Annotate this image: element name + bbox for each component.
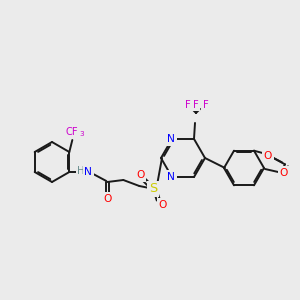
Text: O: O (136, 170, 145, 180)
Text: O: O (264, 151, 272, 161)
Text: O: O (158, 200, 166, 210)
Text: F: F (185, 100, 191, 110)
Text: O: O (280, 168, 288, 178)
Text: N: N (167, 172, 175, 182)
Text: S: S (149, 182, 158, 196)
Text: O: O (103, 194, 112, 204)
Text: N: N (84, 167, 92, 177)
Text: N: N (167, 134, 175, 144)
Text: H: H (77, 166, 84, 176)
Text: 3: 3 (79, 131, 84, 137)
Text: CF: CF (65, 127, 78, 137)
Text: F: F (203, 100, 209, 110)
Text: F: F (193, 100, 199, 110)
